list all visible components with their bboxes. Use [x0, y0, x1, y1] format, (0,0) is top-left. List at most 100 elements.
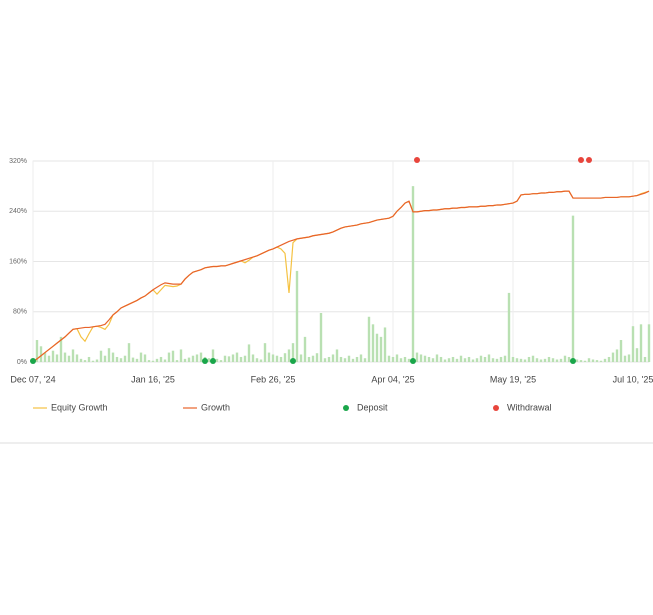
bar [451, 356, 455, 362]
bar [395, 354, 399, 362]
legend-swatch [493, 405, 499, 411]
bar [575, 359, 579, 362]
legend-label[interactable]: Deposit [357, 402, 388, 412]
bar [139, 352, 143, 362]
bar [59, 336, 63, 362]
bar [467, 356, 471, 362]
bar [607, 356, 611, 362]
bar [351, 358, 355, 362]
bar [159, 356, 163, 362]
bar [419, 354, 423, 362]
bar [171, 350, 175, 362]
bar [87, 356, 91, 362]
bar [559, 358, 563, 362]
line [32, 190, 650, 363]
bar [631, 326, 635, 362]
bar [243, 355, 247, 362]
bar [543, 358, 547, 362]
bar [363, 358, 367, 362]
bar [283, 353, 287, 362]
bar [443, 359, 447, 362]
bar [287, 349, 291, 362]
bar [39, 346, 43, 362]
bar [639, 324, 643, 362]
x-tick-label: May 19, '25 [490, 374, 536, 384]
bar [323, 358, 327, 362]
bar [63, 352, 67, 362]
bar [271, 354, 275, 362]
bar [635, 348, 639, 362]
event-marker[interactable] [410, 358, 416, 364]
bar [235, 352, 239, 362]
bar [499, 356, 503, 362]
bar [435, 354, 439, 362]
bar [515, 358, 519, 362]
bar [275, 355, 279, 362]
bar [67, 355, 71, 362]
y-tick-label: 240% [9, 208, 27, 215]
bar [415, 352, 419, 362]
bar [399, 358, 403, 362]
bar [163, 359, 167, 362]
bar [123, 355, 127, 362]
bar [447, 358, 451, 362]
legend-label[interactable]: Growth [201, 402, 230, 412]
bar [371, 324, 375, 362]
bar [551, 358, 555, 362]
bar [535, 358, 539, 362]
bar [503, 355, 507, 362]
bar [191, 355, 195, 362]
bar [375, 333, 379, 362]
bar [471, 359, 475, 362]
bar [379, 336, 383, 362]
event-marker[interactable] [586, 157, 592, 163]
event-marker[interactable] [30, 358, 36, 364]
bar [131, 357, 135, 362]
bar [479, 355, 483, 362]
bar [383, 327, 387, 362]
legend-label[interactable]: Equity Growth [51, 402, 108, 412]
bar [487, 354, 491, 362]
bar [527, 356, 531, 362]
bar [519, 358, 523, 362]
bar [119, 358, 123, 362]
event-marker[interactable] [578, 157, 584, 163]
bar [307, 356, 311, 362]
event-marker[interactable] [210, 358, 216, 364]
event-marker[interactable] [570, 358, 576, 364]
legend-label[interactable]: Withdrawal [507, 402, 552, 412]
event-marker[interactable] [202, 358, 208, 364]
bar [151, 360, 155, 362]
y-tick-label: 160% [9, 258, 27, 265]
bar [319, 313, 323, 362]
bar [179, 349, 183, 362]
event-marker[interactable] [290, 358, 296, 364]
event-marker[interactable] [414, 157, 420, 163]
bar [615, 349, 619, 362]
bar [591, 359, 595, 362]
bar [391, 356, 395, 362]
bar [459, 355, 463, 362]
bar [567, 356, 571, 362]
bar [331, 354, 335, 362]
bar [95, 359, 99, 362]
bar [155, 358, 159, 362]
bar [107, 348, 111, 362]
bar [359, 354, 363, 362]
bar [99, 350, 103, 362]
bar [595, 360, 599, 362]
bar [111, 352, 115, 362]
bar [83, 360, 87, 362]
bar [647, 324, 651, 362]
bar [327, 356, 331, 362]
bar [143, 354, 147, 362]
line [32, 190, 650, 363]
x-tick-label: Apr 04, '25 [371, 374, 414, 384]
x-tick-label: Jan 16, '25 [131, 374, 175, 384]
bar [127, 343, 131, 362]
bar [187, 357, 191, 362]
bar [619, 340, 623, 362]
bar [135, 358, 139, 362]
bar [103, 355, 107, 362]
